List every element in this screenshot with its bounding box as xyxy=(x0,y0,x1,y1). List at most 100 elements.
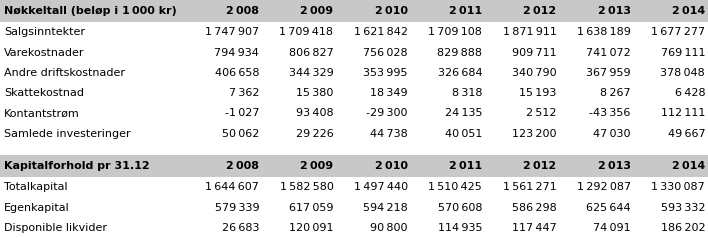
Text: 806 827: 806 827 xyxy=(289,48,333,58)
Text: 2 013: 2 013 xyxy=(598,6,631,16)
Text: 741 072: 741 072 xyxy=(586,48,631,58)
Text: 1 621 842: 1 621 842 xyxy=(354,27,408,37)
Text: Totalkapital: Totalkapital xyxy=(4,182,68,192)
Bar xyxy=(0,103,708,124)
Text: 90 800: 90 800 xyxy=(370,223,408,233)
Text: 1 747 907: 1 747 907 xyxy=(205,27,259,37)
Text: 794 934: 794 934 xyxy=(215,48,259,58)
Text: 26 683: 26 683 xyxy=(222,223,259,233)
Text: 1 582 580: 1 582 580 xyxy=(280,182,333,192)
Text: 617 059: 617 059 xyxy=(289,203,333,213)
Text: 6 428: 6 428 xyxy=(675,88,705,98)
Text: Salgsinntekter: Salgsinntekter xyxy=(4,27,85,37)
Text: 378 048: 378 048 xyxy=(661,68,705,78)
Text: 8 267: 8 267 xyxy=(600,88,631,98)
Text: 2 009: 2 009 xyxy=(300,161,333,171)
Text: 47 030: 47 030 xyxy=(593,129,631,139)
Text: 29 226: 29 226 xyxy=(296,129,333,139)
Bar xyxy=(0,218,708,238)
Text: 2 014: 2 014 xyxy=(672,161,705,171)
Text: 93 408: 93 408 xyxy=(296,109,333,119)
Text: 593 332: 593 332 xyxy=(661,203,705,213)
Text: 1 638 189: 1 638 189 xyxy=(577,27,631,37)
Text: 2 010: 2 010 xyxy=(375,161,408,171)
Text: 2 010: 2 010 xyxy=(375,6,408,16)
Text: 1 497 440: 1 497 440 xyxy=(354,182,408,192)
Text: -1 027: -1 027 xyxy=(224,109,259,119)
Text: 406 658: 406 658 xyxy=(215,68,259,78)
Text: 2 011: 2 011 xyxy=(449,6,482,16)
Text: 2 008: 2 008 xyxy=(226,161,259,171)
Text: 579 339: 579 339 xyxy=(215,203,259,213)
Text: 15 380: 15 380 xyxy=(296,88,333,98)
Text: 8 318: 8 318 xyxy=(452,88,482,98)
Text: 120 091: 120 091 xyxy=(289,223,333,233)
Text: 1 561 271: 1 561 271 xyxy=(503,182,556,192)
Text: Andre driftskostnader: Andre driftskostnader xyxy=(4,68,125,78)
Text: 594 218: 594 218 xyxy=(363,203,408,213)
Bar xyxy=(0,177,708,198)
Text: Varekostnader: Varekostnader xyxy=(4,48,85,58)
Text: 2 009: 2 009 xyxy=(300,6,333,16)
Text: 2 011: 2 011 xyxy=(449,161,482,171)
Text: 2 512: 2 512 xyxy=(526,109,556,119)
Text: 2 012: 2 012 xyxy=(523,161,556,171)
Text: 1 510 425: 1 510 425 xyxy=(428,182,482,192)
Bar xyxy=(0,155,708,177)
Text: 1 709 108: 1 709 108 xyxy=(428,27,482,37)
Text: Egenkapital: Egenkapital xyxy=(4,203,70,213)
Text: Samlede investeringer: Samlede investeringer xyxy=(4,129,131,139)
Text: 326 684: 326 684 xyxy=(438,68,482,78)
Text: 829 888: 829 888 xyxy=(437,48,482,58)
Text: 756 028: 756 028 xyxy=(363,48,408,58)
Text: 340 790: 340 790 xyxy=(512,68,556,78)
Text: 50 062: 50 062 xyxy=(222,129,259,139)
Text: 570 608: 570 608 xyxy=(438,203,482,213)
Text: Kapitalforhold pr 31.12: Kapitalforhold pr 31.12 xyxy=(4,161,150,171)
Bar xyxy=(0,0,708,22)
Text: 367 959: 367 959 xyxy=(586,68,631,78)
Text: 909 711: 909 711 xyxy=(512,48,556,58)
Bar xyxy=(0,83,708,103)
Text: 344 329: 344 329 xyxy=(289,68,333,78)
Text: 353 995: 353 995 xyxy=(363,68,408,78)
Text: 49 667: 49 667 xyxy=(668,129,705,139)
Text: 117 447: 117 447 xyxy=(512,223,556,233)
Text: 2 013: 2 013 xyxy=(598,161,631,171)
Text: -29 300: -29 300 xyxy=(366,109,408,119)
Text: 1 677 277: 1 677 277 xyxy=(651,27,705,37)
Text: 40 051: 40 051 xyxy=(445,129,482,139)
Text: -43 356: -43 356 xyxy=(590,109,631,119)
Text: 112 111: 112 111 xyxy=(661,109,705,119)
Bar xyxy=(0,124,708,144)
Text: 18 349: 18 349 xyxy=(370,88,408,98)
Text: 625 644: 625 644 xyxy=(586,203,631,213)
Text: 1 330 087: 1 330 087 xyxy=(651,182,705,192)
Text: 1 709 418: 1 709 418 xyxy=(280,27,333,37)
Text: 74 091: 74 091 xyxy=(593,223,631,233)
Text: Disponible likvider: Disponible likvider xyxy=(4,223,107,233)
Bar xyxy=(0,22,708,43)
Text: Skattekostnad: Skattekostnad xyxy=(4,88,84,98)
Text: Nøkkeltall (beløp i 1 000 kr): Nøkkeltall (beløp i 1 000 kr) xyxy=(4,6,177,16)
Text: Kontantstrøm: Kontantstrøm xyxy=(4,109,80,119)
Text: 186 202: 186 202 xyxy=(661,223,705,233)
Text: 1 292 087: 1 292 087 xyxy=(577,182,631,192)
Bar xyxy=(0,63,708,83)
Bar xyxy=(0,144,708,155)
Text: 114 935: 114 935 xyxy=(438,223,482,233)
Text: 15 193: 15 193 xyxy=(519,88,556,98)
Text: 123 200: 123 200 xyxy=(512,129,556,139)
Text: 2 008: 2 008 xyxy=(226,6,259,16)
Text: 2 014: 2 014 xyxy=(672,6,705,16)
Text: 7 362: 7 362 xyxy=(229,88,259,98)
Bar xyxy=(0,43,708,63)
Text: 769 111: 769 111 xyxy=(661,48,705,58)
Text: 44 738: 44 738 xyxy=(370,129,408,139)
Bar xyxy=(0,198,708,218)
Text: 2 012: 2 012 xyxy=(523,6,556,16)
Text: 1 871 911: 1 871 911 xyxy=(503,27,556,37)
Text: 24 135: 24 135 xyxy=(445,109,482,119)
Text: 586 298: 586 298 xyxy=(512,203,556,213)
Text: 1 644 607: 1 644 607 xyxy=(205,182,259,192)
